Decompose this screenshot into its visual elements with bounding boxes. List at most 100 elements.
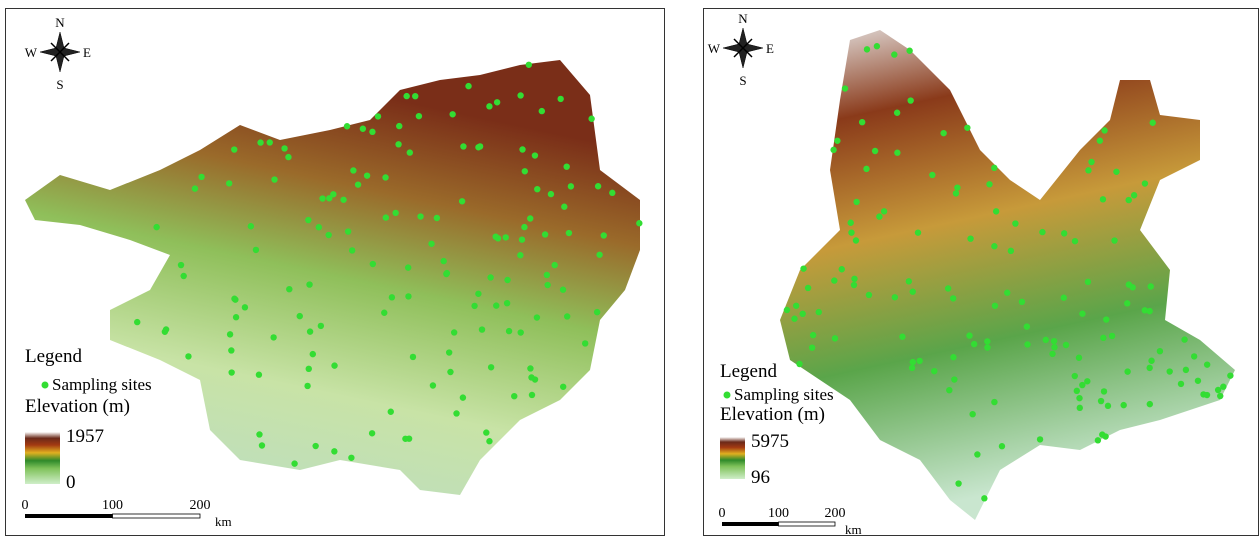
- sampling-site: [192, 185, 198, 191]
- sampling-site: [305, 217, 311, 223]
- sampling-site: [940, 130, 946, 136]
- sampling-site: [345, 228, 351, 234]
- sampling-site: [286, 286, 292, 292]
- sampling-site: [405, 264, 411, 270]
- sampling-site: [568, 183, 574, 189]
- sampling-site: [310, 351, 316, 357]
- compass-s: S: [56, 77, 63, 92]
- sampling-site: [1039, 229, 1045, 235]
- sampling-site: [876, 213, 882, 219]
- sampling-site: [227, 331, 233, 337]
- compass-w: W: [25, 45, 38, 60]
- compass-n: N: [55, 15, 65, 30]
- sampling-site: [1019, 299, 1025, 305]
- sampling-site: [548, 191, 554, 197]
- sampling-site: [596, 252, 602, 258]
- region-map: [780, 30, 1235, 520]
- scale-label: 100: [768, 506, 789, 521]
- sampling-site: [1085, 279, 1091, 285]
- sampling-site: [259, 442, 265, 448]
- sampling-site: [595, 183, 601, 189]
- sampling-site: [1100, 335, 1106, 341]
- sampling-site: [594, 309, 600, 315]
- sampling-site: [557, 96, 563, 102]
- sampling-site: [428, 241, 434, 247]
- sampling-site: [389, 294, 395, 300]
- sampling-site: [256, 372, 262, 378]
- legend-sites: Sampling sites: [734, 385, 834, 404]
- sampling-site: [1120, 402, 1126, 408]
- sampling-site: [471, 303, 477, 309]
- sampling-site: [866, 292, 872, 298]
- sampling-site: [487, 274, 493, 280]
- sampling-site: [950, 354, 956, 360]
- sampling-site: [1100, 196, 1106, 202]
- sampling-site: [410, 354, 416, 360]
- sampling-site: [527, 365, 533, 371]
- sampling-site: [832, 335, 838, 341]
- scale-label: 200: [825, 506, 846, 521]
- sampling-site: [1146, 365, 1152, 371]
- legend-title: Legend: [25, 346, 82, 367]
- sampling-site: [1113, 169, 1119, 175]
- sampling-site: [564, 313, 570, 319]
- sampling-site: [1109, 333, 1115, 339]
- sampling-site: [271, 176, 277, 182]
- sampling-site: [444, 270, 450, 276]
- sampling-site: [601, 232, 607, 238]
- sampling-site: [517, 252, 523, 258]
- sampling-site: [267, 139, 273, 145]
- sampling-site: [528, 374, 534, 380]
- sampling-site: [809, 344, 815, 350]
- sampling-site: [1183, 367, 1189, 373]
- sampling-site: [396, 123, 402, 129]
- sampling-site: [331, 448, 337, 454]
- sampling-site: [1077, 405, 1083, 411]
- sampling-site: [412, 93, 418, 99]
- sampling-site: [544, 272, 550, 278]
- sampling-site: [388, 409, 394, 415]
- sampling-site: [931, 368, 937, 374]
- compass-e: E: [83, 45, 91, 60]
- sampling-site: [297, 313, 303, 319]
- legend-site-dot: [42, 382, 49, 389]
- sampling-site: [1037, 436, 1043, 442]
- sampling-site: [999, 443, 1005, 449]
- sampling-site: [1074, 388, 1080, 394]
- sampling-site: [834, 138, 840, 144]
- sampling-site: [1124, 300, 1130, 306]
- sampling-site: [242, 304, 248, 310]
- sampling-site: [248, 223, 254, 229]
- scale-bar: [25, 514, 113, 518]
- sampling-site: [967, 235, 973, 241]
- sampling-site: [551, 262, 557, 268]
- sampling-site: [791, 316, 797, 322]
- sampling-site: [1103, 316, 1109, 322]
- sampling-site: [1204, 361, 1210, 367]
- sampling-site: [231, 146, 237, 152]
- scale-bar: [779, 522, 836, 526]
- sampling-site: [521, 224, 527, 230]
- sampling-site: [891, 51, 897, 57]
- sampling-site: [1126, 197, 1132, 203]
- sampling-site: [950, 295, 956, 301]
- sampling-site: [1072, 373, 1078, 379]
- legend-sites: Sampling sites: [52, 375, 152, 394]
- sampling-site: [1098, 398, 1104, 404]
- sampling-site: [395, 141, 401, 147]
- sampling-site: [831, 277, 837, 283]
- sampling-site: [307, 328, 313, 334]
- sampling-site: [355, 181, 361, 187]
- scale-unit: km: [215, 514, 232, 529]
- sampling-site: [369, 129, 375, 135]
- sampling-site: [504, 300, 510, 306]
- sampling-site: [344, 123, 350, 129]
- sampling-site: [910, 359, 916, 365]
- sampling-site: [503, 234, 509, 240]
- sampling-site: [257, 139, 263, 145]
- sampling-site: [479, 326, 485, 332]
- sampling-site: [1166, 368, 1172, 374]
- sampling-site: [253, 247, 259, 253]
- sampling-site: [929, 172, 935, 178]
- sampling-site: [1051, 338, 1057, 344]
